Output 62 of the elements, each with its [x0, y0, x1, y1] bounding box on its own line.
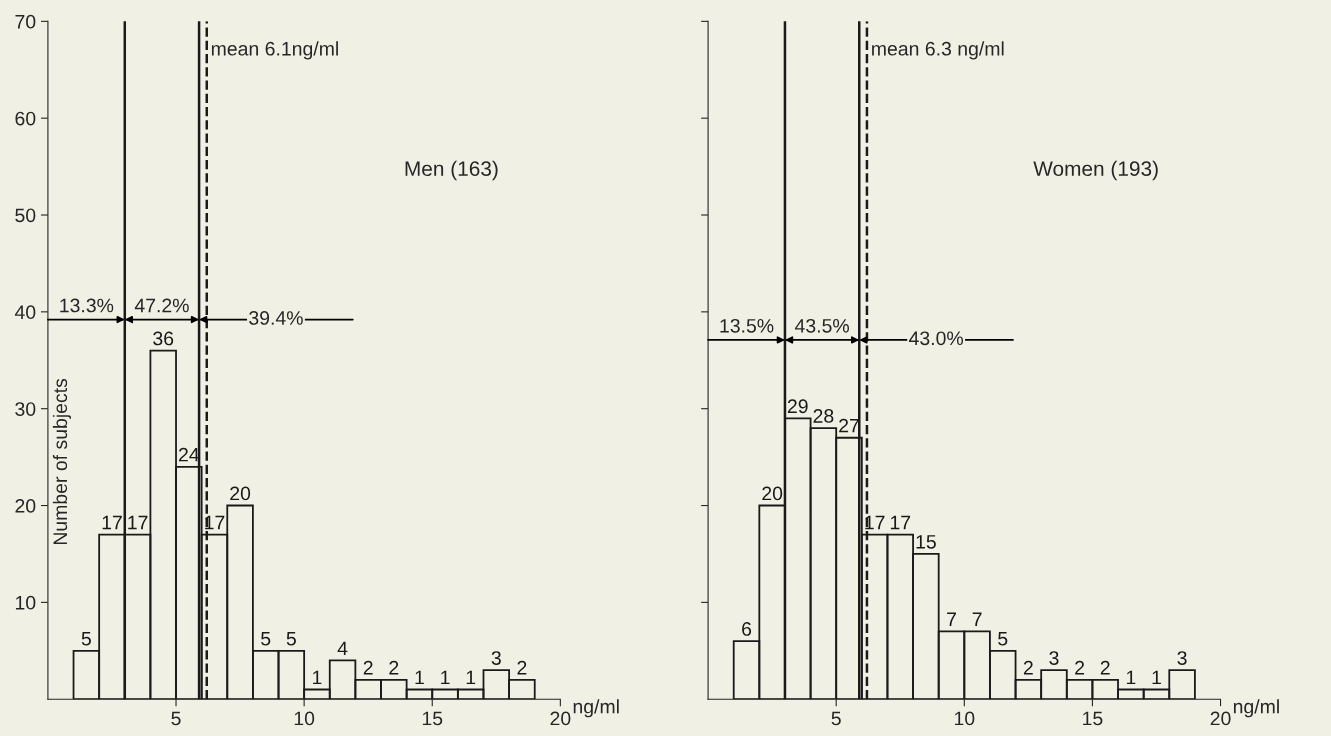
- data-label: 1: [441, 670, 450, 685]
- y-tick-label: 40: [14, 305, 36, 320]
- annotation: 13.5%: [720, 318, 774, 333]
- y-tick-label: 60: [15, 111, 36, 126]
- data-label: 4: [337, 641, 348, 656]
- data-label: 17: [128, 515, 148, 530]
- data-label: 28: [813, 409, 834, 423]
- x-tick-label: 15: [1083, 711, 1103, 726]
- data-label: 20: [230, 486, 251, 501]
- x-tick-label: 15: [422, 711, 443, 726]
- annotation: 43.0%: [909, 331, 963, 346]
- ref-line-label: mean 6.1ng/ml: [211, 41, 338, 60]
- ref-line-label: mean 6.3 ng/ml: [872, 41, 1004, 60]
- data-label: 7: [947, 612, 956, 626]
- y-axis-title: Number of subjects: [52, 378, 71, 545]
- x-tick-label: 20: [550, 711, 571, 726]
- x-tick-label: 5: [831, 711, 841, 726]
- data-label: 2: [1075, 660, 1085, 675]
- data-label: 17: [890, 515, 911, 530]
- data-label: 3: [1049, 651, 1059, 665]
- x-tick-label: 20: [1210, 711, 1231, 726]
- data-label: 15: [916, 535, 936, 549]
- text: Women (193): [1033, 160, 1158, 181]
- annotation: 47.2%: [134, 298, 189, 313]
- data-label: 2: [1100, 660, 1110, 675]
- annotation: 13.3%: [60, 298, 114, 313]
- x-axis-title: ng/ml: [573, 699, 619, 718]
- y-tick-label: 20: [15, 498, 36, 513]
- data-label: 6: [742, 622, 752, 636]
- data-label: 2: [1023, 660, 1033, 675]
- y-tick-label: 70: [15, 14, 36, 29]
- data-label: 1: [1126, 670, 1136, 685]
- data-label: 1: [466, 670, 476, 685]
- data-label: 3: [491, 651, 501, 665]
- x-tick-label: 5: [171, 711, 181, 726]
- data-label: 5: [286, 631, 296, 646]
- data-label: 5: [81, 631, 91, 646]
- data-label: 2: [517, 660, 527, 675]
- data-label: 2: [389, 660, 399, 675]
- data-label: 5: [998, 631, 1008, 646]
- data-label: 29: [787, 399, 808, 414]
- x-axis-title: ng/ml: [1233, 699, 1279, 718]
- data-label: 1: [415, 670, 424, 685]
- text: Men (163): [405, 160, 498, 181]
- data-label: 7: [972, 612, 982, 626]
- data-label: 3: [1177, 651, 1187, 665]
- y-tick-label: 10: [15, 595, 36, 610]
- data-label: 1: [313, 670, 322, 685]
- x-tick-label: 10: [294, 711, 315, 726]
- data-label: 36: [153, 331, 174, 346]
- data-label: 20: [762, 486, 783, 501]
- data-label: 17: [102, 515, 122, 530]
- data-label: 2: [363, 660, 373, 675]
- data-label: 5: [261, 631, 271, 646]
- y-tick-label: 50: [15, 208, 36, 223]
- annotation: 39.4%: [249, 311, 303, 325]
- data-label: 24: [179, 447, 200, 462]
- x-tick-label: 10: [954, 711, 975, 726]
- y-tick-label: 30: [15, 402, 36, 416]
- annotation: 43.5%: [794, 318, 849, 333]
- data-label: 27: [839, 418, 859, 433]
- data-label: 1: [1152, 670, 1161, 685]
